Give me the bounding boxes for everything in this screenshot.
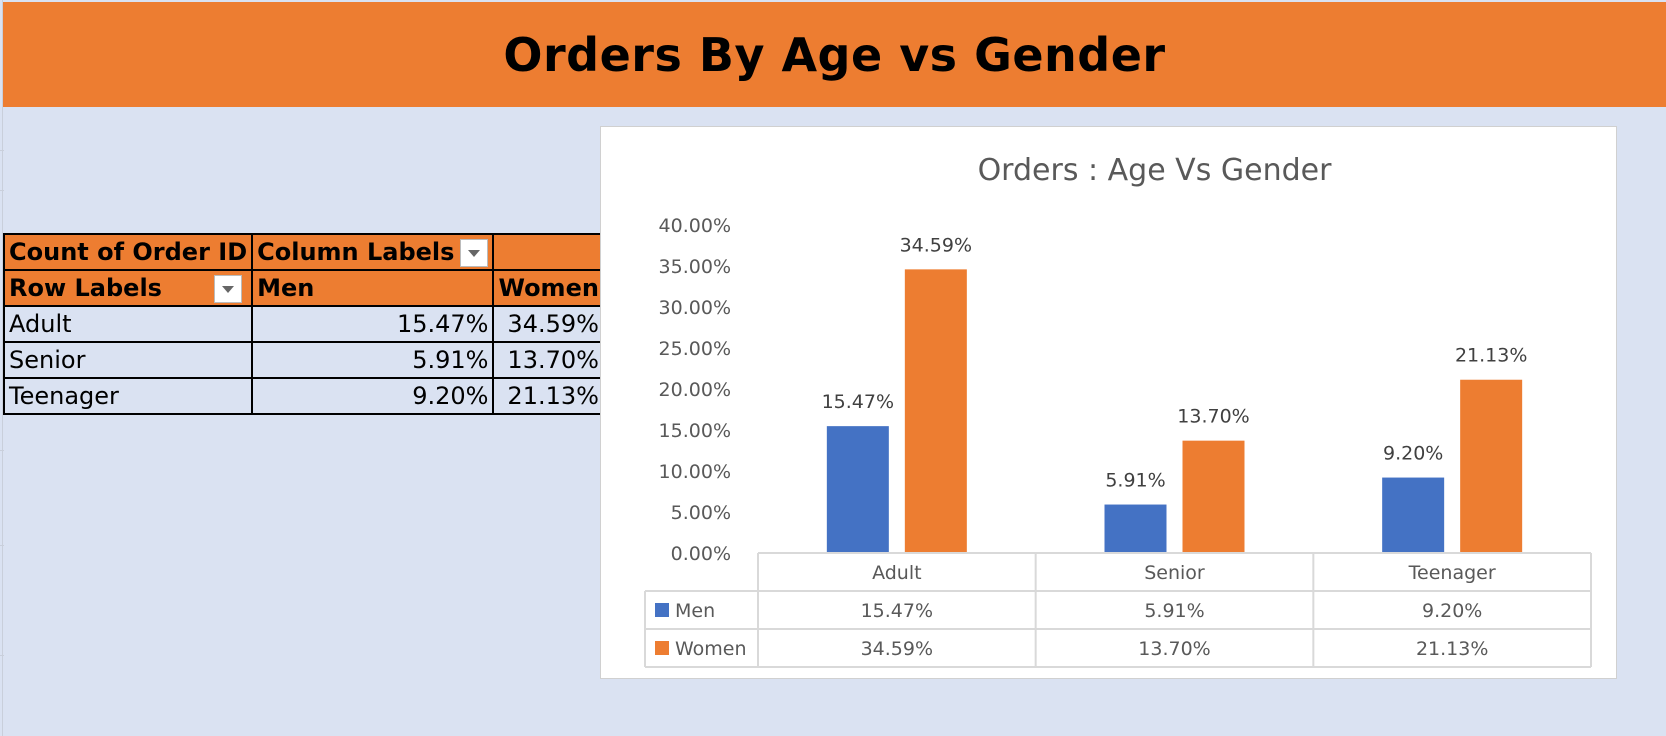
pivot-cell-women[interactable]: 21.13% bbox=[492, 377, 605, 415]
data-table-cell: 9.20% bbox=[1422, 600, 1482, 622]
data-label: 13.70% bbox=[1177, 406, 1249, 428]
row-labels-filter-dropdown[interactable] bbox=[213, 274, 242, 303]
sheet-gridline bbox=[0, 150, 4, 151]
pivot-column-labels-header[interactable]: Column Labels bbox=[251, 233, 495, 271]
bar-women[interactable] bbox=[1182, 440, 1245, 553]
y-tick-label: 30.00% bbox=[659, 297, 731, 319]
data-table-cell: 21.13% bbox=[1416, 638, 1488, 660]
bar-men[interactable] bbox=[826, 426, 889, 553]
title-banner: Orders By Age vs Gender bbox=[3, 2, 1666, 107]
table-row[interactable]: Adult 15.47% 34.59% bbox=[2, 305, 605, 343]
x-category-label: Senior bbox=[1144, 562, 1205, 584]
chart-title: Orders : Age Vs Gender bbox=[978, 153, 1333, 188]
sheet-gridline bbox=[0, 190, 4, 191]
pivot-column-women-label: Women bbox=[498, 274, 599, 302]
pivot-table[interactable]: Count of Order ID Column Labels Row Labe… bbox=[2, 233, 605, 415]
y-tick-label: 10.00% bbox=[659, 461, 731, 483]
pivot-cell-women[interactable]: 34.59% bbox=[492, 305, 605, 343]
pivot-column-men-label: Men bbox=[257, 274, 315, 302]
bar-chart: Orders : Age Vs Gender 0.00% 5.00% 10.00% 15… bbox=[644, 153, 1592, 668]
table-row[interactable]: Senior 5.91% 13.70% bbox=[2, 341, 605, 379]
y-tick-label: 15.00% bbox=[659, 420, 731, 442]
pivot-row-label[interactable]: Senior bbox=[2, 341, 254, 379]
pivot-value-field-label: Count of Order ID bbox=[9, 238, 248, 266]
pivot-cell-women[interactable]: 13.70% bbox=[492, 341, 605, 379]
chart-area[interactable]: Orders : Age Vs Gender 0.00% 5.00% 10.00% 15… bbox=[600, 126, 1617, 679]
legend-label: Men bbox=[675, 600, 715, 622]
data-table-cell: 5.91% bbox=[1144, 600, 1204, 622]
pivot-header-row: Count of Order ID Column Labels bbox=[2, 233, 605, 271]
column-labels-filter-dropdown[interactable] bbox=[460, 238, 489, 267]
y-tick-label: 25.00% bbox=[659, 338, 731, 360]
data-label: 5.91% bbox=[1105, 470, 1165, 492]
y-tick-label: 0.00% bbox=[671, 543, 731, 565]
bar-men[interactable] bbox=[1104, 504, 1167, 553]
sheet-gridline bbox=[0, 655, 4, 656]
data-table-cell: 15.47% bbox=[861, 600, 933, 622]
table-row[interactable]: Teenager 9.20% 21.13% bbox=[2, 377, 605, 415]
pivot-row-labels-header[interactable]: Row Labels bbox=[2, 269, 254, 307]
data-table-cell: 34.59% bbox=[861, 638, 933, 660]
pivot-cell-men[interactable]: 5.91% bbox=[251, 341, 495, 379]
x-category-label: Teenager bbox=[1408, 562, 1496, 584]
data-label: 21.13% bbox=[1455, 345, 1527, 367]
pivot-row-label[interactable]: Teenager bbox=[2, 377, 254, 415]
pivot-row-label[interactable]: Adult bbox=[2, 305, 254, 343]
pivot-row-labels-label: Row Labels bbox=[9, 273, 162, 302]
y-tick-label: 35.00% bbox=[659, 256, 731, 278]
pivot-column-header-women[interactable]: Women bbox=[492, 269, 605, 307]
y-tick-label: 40.00% bbox=[659, 215, 731, 237]
bar-women[interactable] bbox=[1460, 379, 1523, 553]
data-label: 34.59% bbox=[900, 234, 972, 256]
legend-key-men bbox=[655, 603, 669, 617]
page-title: Orders By Age vs Gender bbox=[503, 27, 1166, 82]
pivot-column-header-men[interactable]: Men bbox=[251, 269, 495, 307]
pivot-header-row: Row Labels Men Women bbox=[2, 269, 605, 307]
x-category-label: Adult bbox=[872, 562, 922, 584]
bar-women[interactable] bbox=[904, 269, 967, 553]
pivot-column-labels-label: Column Labels bbox=[257, 237, 455, 266]
bar-men[interactable] bbox=[1382, 477, 1445, 553]
data-table-cell: 13.70% bbox=[1138, 638, 1210, 660]
data-label: 9.20% bbox=[1383, 443, 1443, 465]
pivot-header-empty-cell bbox=[492, 233, 605, 271]
sheet-gridline bbox=[2, 0, 3, 736]
pivot-cell-men[interactable]: 15.47% bbox=[251, 305, 495, 343]
sheet-gridline bbox=[0, 450, 4, 451]
pivot-cell-men[interactable]: 9.20% bbox=[251, 377, 495, 415]
y-tick-label: 20.00% bbox=[659, 379, 731, 401]
legend-key-women bbox=[655, 641, 669, 655]
y-tick-label: 5.00% bbox=[671, 502, 731, 524]
data-label: 15.47% bbox=[822, 391, 894, 413]
pivot-value-field-header[interactable]: Count of Order ID bbox=[2, 233, 254, 271]
sheet-gridline bbox=[0, 545, 4, 546]
legend-label: Women bbox=[675, 638, 747, 660]
